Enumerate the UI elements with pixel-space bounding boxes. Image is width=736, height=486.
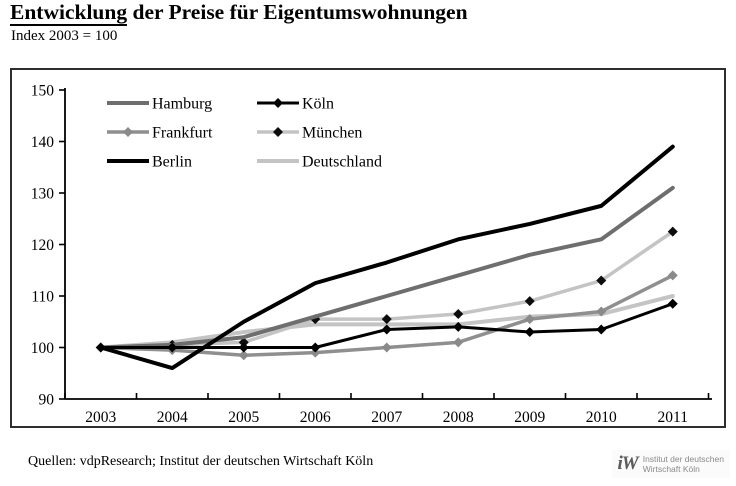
x-axis-label: 2007 [371, 409, 402, 426]
legend-label-deutschland: Deutschland [302, 154, 382, 171]
legend-label-münchen: München [302, 125, 362, 142]
x-axis-label: 2009 [514, 409, 545, 426]
x-axis-label: 2008 [443, 409, 474, 426]
series-marker-frankfurt [524, 314, 535, 325]
x-axis-label: 2011 [658, 409, 688, 426]
series-marker-münchen [596, 275, 607, 286]
series-marker-köln [667, 298, 678, 309]
y-axis-label: 140 [31, 134, 55, 151]
legend-label-hamburg: Hamburg [152, 96, 212, 113]
series-marker-münchen [381, 314, 392, 325]
legend-marker-münchen [273, 127, 283, 137]
chart-area: 90 100 110 120 130 140 150 2003 2004 2005 2006 2007… [10, 68, 726, 428]
series-line-berlin [98, 144, 675, 371]
iw-logo-text-line2: Wirtschaft Köln [642, 464, 700, 474]
iw-logo: iW Institut der deutschen Wirtschaft Köln [611, 450, 730, 478]
y-axis-label: 150 [31, 83, 55, 100]
series-marker-köln [310, 342, 321, 353]
page-title-rest: der Preise für Eigentumswohnungen [127, 0, 468, 24]
x-axis-label: 2003 [85, 409, 116, 426]
legend-label-köln: Köln [302, 96, 334, 113]
series-marker-münchen [238, 337, 249, 348]
legend-marker-köln [273, 98, 283, 108]
series-marker-köln [167, 342, 178, 353]
page-title-underlined-word: Entwicklung [10, 0, 128, 26]
iw-logo-text-line1: Institut der deutschen [642, 453, 724, 464]
series-marker-münchen [667, 226, 678, 237]
y-axis-label: 100 [31, 340, 55, 357]
legend-label-berlin: Berlin [152, 154, 192, 171]
series-marker-frankfurt [667, 270, 678, 281]
y-axis-label: 120 [31, 237, 55, 254]
series-marker-frankfurt [453, 337, 464, 348]
series-marker-münchen [310, 314, 321, 325]
y-axis-label: 90 [39, 392, 55, 409]
y-axis-label: 130 [31, 186, 55, 203]
x-axis-label: 2010 [586, 409, 617, 426]
series-marker-köln [524, 327, 535, 338]
series-marker-köln [381, 324, 392, 335]
iw-logo-icon: iW [617, 453, 639, 474]
series-marker-köln [596, 324, 607, 335]
legend-label-frankfurt: Frankfurt [152, 125, 213, 142]
x-axis-label: 2005 [228, 409, 259, 426]
series-marker-köln [238, 342, 249, 353]
page-title: Entwicklung der Preise für Eigentumswohn… [10, 0, 468, 26]
x-axis-label: 2004 [157, 409, 188, 426]
series-marker-frankfurt [238, 350, 249, 361]
line-chart: 90 100 110 120 130 140 150 2003 2004 2005 2006 2007… [31, 83, 712, 426]
series-line-hamburg [98, 185, 675, 350]
series-marker-frankfurt [310, 347, 321, 358]
series-marker-frankfurt [381, 342, 392, 353]
series-marker-köln [453, 321, 464, 332]
chart-subtitle: Index 2003 = 100 [11, 28, 118, 44]
legend-marker-frankfurt [123, 127, 133, 137]
sources-text: Quellen: vdpResearch; Institut der deuts… [28, 454, 374, 469]
series-marker-münchen [453, 309, 464, 320]
series-marker-münchen [524, 296, 535, 307]
series-marker-frankfurt [596, 306, 607, 317]
iw-logo-text: Institut der deutschen Wirtschaft Köln [643, 454, 724, 474]
y-axis-label: 110 [31, 289, 54, 306]
x-axis-label: 2006 [300, 409, 331, 426]
